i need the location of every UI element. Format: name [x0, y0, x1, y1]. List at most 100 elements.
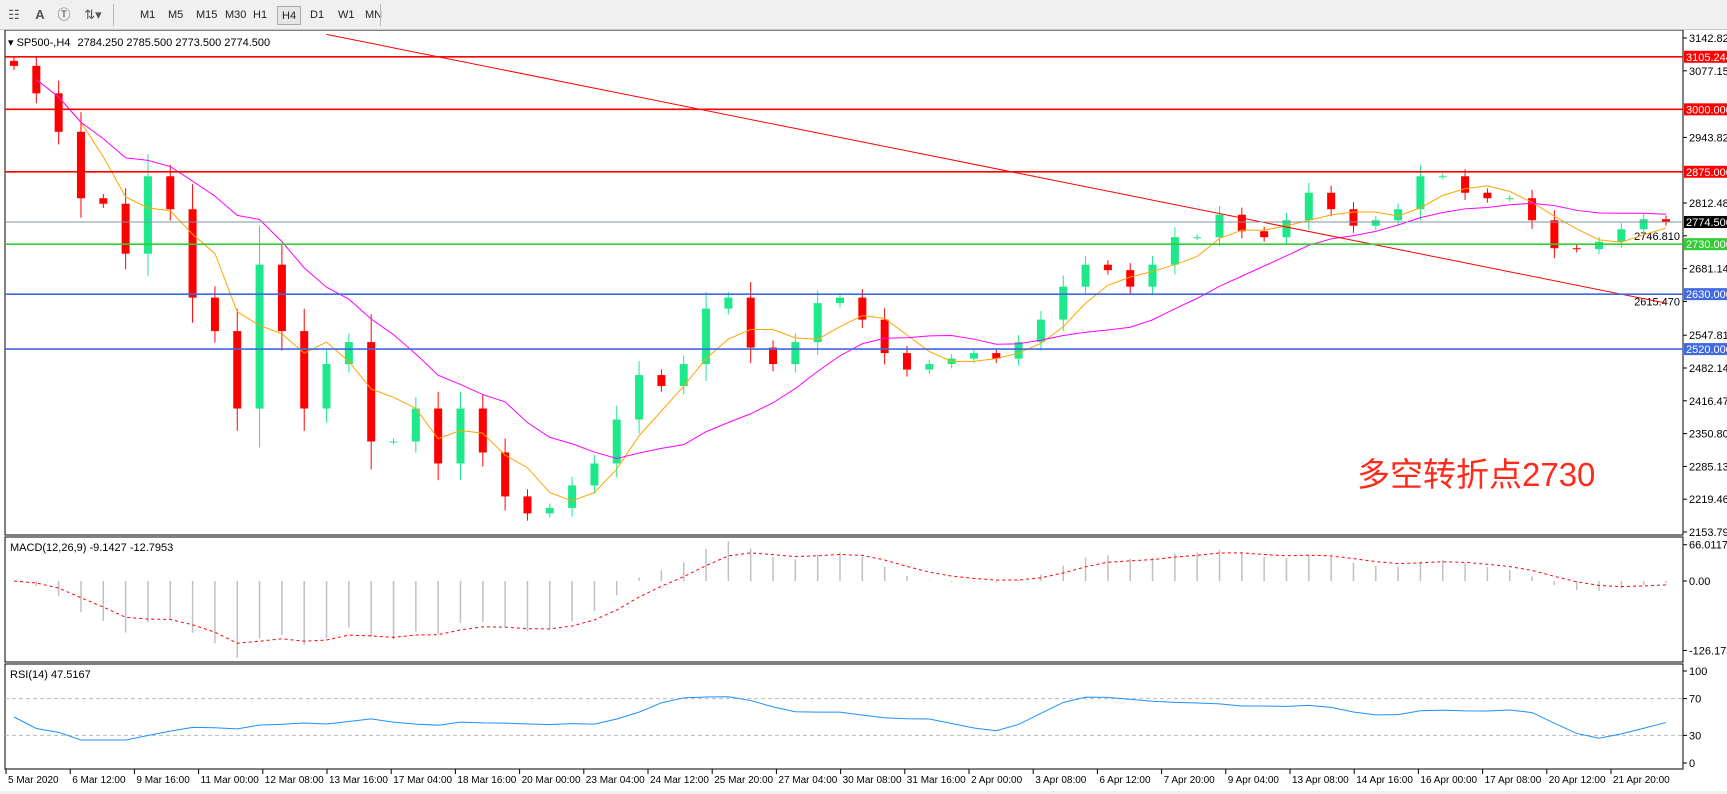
bear-candle — [858, 297, 867, 320]
bear-candle — [76, 131, 85, 199]
bull-candle — [635, 375, 644, 420]
macd-tick-label: -126.173 — [1689, 645, 1727, 657]
time-tick-label: 11 Mar 00:00 — [201, 775, 260, 786]
bull-candle — [925, 364, 934, 370]
price-tick-label: 2350.800 — [1689, 429, 1727, 441]
rsi-tick-label: 30 — [1689, 730, 1701, 742]
price-tick-label: 2482.140 — [1689, 363, 1727, 375]
bull-candle — [1148, 264, 1157, 287]
bull-candle — [1416, 176, 1425, 210]
macd-label: MACD(12,26,9) -9.1427 -12.7953 — [10, 542, 174, 554]
bear-candle — [523, 496, 532, 514]
macd-signal-line — [13, 552, 1667, 644]
bear-candle — [121, 203, 130, 254]
bull-candle — [1059, 286, 1068, 320]
level-label-bg — [1684, 103, 1727, 116]
bull-candle — [791, 342, 800, 365]
time-tick-label: 17 Mar 04:00 — [393, 775, 452, 786]
price-tick-label: 2219.460 — [1689, 494, 1727, 506]
time-tick-label: 20 Apr 12:00 — [1549, 775, 1606, 786]
timeframe-m30[interactable]: M30 — [225, 9, 247, 21]
rsi-tick-label: 0 — [1689, 758, 1695, 770]
bear-candle — [1327, 192, 1336, 210]
time-tick-label: 21 Apr 20:00 — [1613, 775, 1670, 786]
bull-candle — [1438, 176, 1447, 178]
arrows-icon[interactable]: ⇅▾ — [84, 7, 102, 22]
chart-window[interactable]: 3142.820 3077.150 2943.820 2812.480 2746.810… — [0, 29, 1727, 791]
price-tick-label: 3142.820 — [1689, 33, 1727, 45]
text-a-icon[interactable]: A — [35, 7, 45, 22]
bear-candle — [300, 331, 309, 409]
bull-candle — [679, 364, 688, 387]
timeframe-w1[interactable]: W1 — [338, 9, 355, 21]
timeframe-h4[interactable]: H4 — [277, 6, 302, 25]
price-tick-label: 2943.820 — [1689, 132, 1727, 144]
bear-candle — [54, 93, 63, 132]
ma-fast-line — [36, 79, 1667, 502]
time-tick-label: 18 Mar 16:00 — [457, 775, 516, 786]
bear-candle — [1126, 270, 1135, 287]
bull-candle — [1170, 237, 1179, 265]
bear-candle — [10, 60, 18, 66]
bull-candle — [813, 303, 822, 343]
bear-candle — [1103, 264, 1112, 271]
bull-candle — [1304, 192, 1313, 221]
timeframe-m15[interactable]: M15 — [196, 9, 218, 21]
price-tick-label: 2746.810 — [1634, 231, 1680, 243]
chart-header: ▾ SP500-,H4 2784.250 2785.500 2773.500 2… — [8, 36, 270, 49]
time-tick-label: 7 Apr 20:00 — [1164, 775, 1216, 786]
chart-canvas[interactable]: 3142.820 3077.150 2943.820 2812.480 2746.810… — [0, 29, 1727, 791]
price-tick-label: 2681.140 — [1689, 264, 1727, 276]
time-tick-label: 14 Apr 16:00 — [1356, 775, 1413, 786]
bear-candle — [992, 353, 1001, 359]
time-tick-label: 20 Mar 00:00 — [522, 775, 581, 786]
rsi-pane-frame — [4, 663, 1684, 770]
bull-candle — [1394, 209, 1403, 221]
timeframe-d1[interactable]: D1 — [310, 9, 325, 21]
macd-pane-frame — [4, 536, 1684, 663]
level-label-bg — [1684, 343, 1727, 356]
timeframe-m1[interactable]: M1 — [140, 9, 156, 21]
time-tick-label: 5 Mar 2020 — [8, 775, 59, 786]
bear-candle — [1237, 214, 1246, 232]
price-tick-label: 2416.470 — [1689, 396, 1727, 408]
ma-long-line — [326, 33, 1667, 304]
bull-candle — [836, 297, 844, 304]
bear-candle — [434, 408, 443, 464]
bear-candle — [188, 209, 197, 298]
macd-tick-label: 0.00 — [1689, 576, 1710, 588]
bear-candle — [1483, 192, 1492, 199]
separator — [113, 4, 114, 26]
bear-candle — [657, 375, 666, 387]
level-label-bg — [1684, 50, 1727, 63]
main-pane-frame — [4, 29, 1684, 536]
time-tick-label: 16 Apr 00:00 — [1420, 775, 1477, 786]
bull-candle — [411, 408, 420, 442]
bear-candle — [478, 408, 487, 453]
bull-candle — [568, 485, 577, 508]
bull-candle — [1036, 319, 1045, 343]
bear-candle — [1349, 209, 1358, 226]
bear-candle — [769, 347, 778, 365]
bull-candle — [322, 364, 331, 409]
bull-candle — [969, 353, 978, 359]
bull-candle — [1505, 198, 1514, 200]
symbol-label: SP500-,H4 — [16, 37, 71, 49]
price-tick-label: 2812.480 — [1689, 198, 1727, 210]
price-tick-label: 2285.130 — [1689, 461, 1727, 473]
time-tick-label: 6 Apr 12:00 — [1099, 775, 1151, 786]
bull-candle — [702, 308, 711, 365]
grid-icon[interactable]: ☷ — [8, 7, 20, 22]
timeframe-mn[interactable]: MN — [365, 9, 383, 21]
bear-candle — [1528, 198, 1537, 221]
time-tick-label: 9 Mar 16:00 — [136, 775, 190, 786]
bear-candle — [99, 198, 108, 204]
collapse-triangle-icon[interactable]: ▾ — [8, 37, 14, 49]
timeframe-m5[interactable]: M5 — [168, 9, 184, 21]
bull-candle — [724, 297, 733, 309]
time-tick-label: 25 Mar 20:00 — [714, 775, 773, 786]
text-label-icon[interactable]: Ⓣ — [57, 7, 71, 22]
timeframe-h1[interactable]: H1 — [253, 9, 268, 21]
bull-candle — [1014, 342, 1023, 359]
level-label: 2520.000 — [1686, 344, 1727, 356]
